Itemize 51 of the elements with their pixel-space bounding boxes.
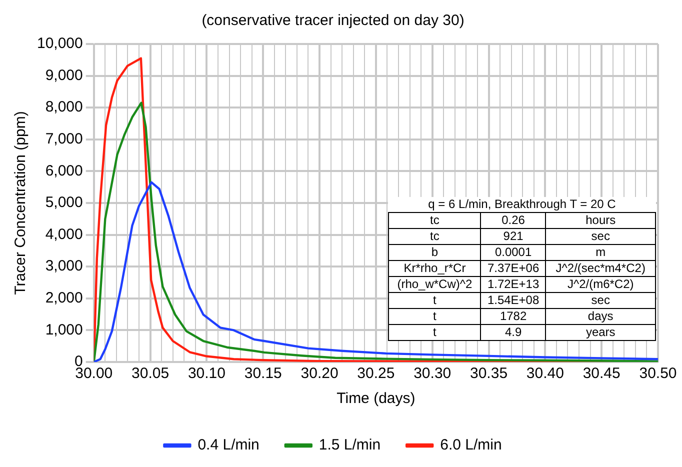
- annotation: 1.72E+13: [480, 276, 546, 292]
- x-tick-label: 30.15: [244, 365, 282, 382]
- annotation: (rho_w*Cw)^2: [388, 276, 481, 292]
- legend-label: 0.4 L/min: [198, 436, 260, 454]
- annotation: days: [546, 308, 656, 324]
- legend-label: 6.0 L/min: [440, 436, 502, 454]
- annotation: 921: [480, 228, 546, 244]
- annotation: t: [388, 324, 481, 340]
- annotation: q = 6 L/min, Breakthrough T = 20 C: [427, 197, 617, 212]
- y-tick-label: 1,000: [45, 321, 83, 338]
- annotation: tc: [388, 212, 481, 228]
- annotation: J^2/(sec*m4*C2): [546, 260, 656, 276]
- annotation: t: [388, 292, 481, 308]
- x-tick-label: 30.45: [582, 365, 620, 382]
- x-tick-label: 30.50: [639, 365, 677, 382]
- y-tick-label: 9,000: [45, 66, 83, 84]
- annotation: 0.26: [480, 212, 546, 228]
- annotation: J^2/(m6*C2): [546, 276, 656, 292]
- annotation: sec: [546, 228, 656, 244]
- x-tick-label: 30.35: [470, 365, 508, 382]
- y-tick-label: 2,000: [45, 290, 83, 307]
- y-tick-label: 3,000: [45, 258, 83, 275]
- legend-label: 1.5 L/min: [318, 436, 381, 454]
- annotation: sec: [546, 292, 656, 308]
- y-tick-label: 4,000: [45, 226, 83, 243]
- annotation: Kr*rho_r*Cr: [388, 260, 481, 276]
- y-axis-title: Tracer Concentration (ppm): [12, 111, 30, 295]
- y-tick-label: 10,000: [36, 35, 83, 52]
- chart-title: (conservative tracer injected on day 30): [202, 12, 464, 30]
- x-tick-label: 30.05: [132, 365, 170, 382]
- x-tick-label: 30.25: [357, 365, 395, 382]
- annotation: 4.9: [480, 324, 546, 340]
- y-tick-label: 6,000: [45, 162, 83, 180]
- x-axis-title: Time (days): [336, 390, 416, 408]
- y-tick-label: 7,000: [45, 130, 83, 148]
- y-tick-label: 5,000: [45, 194, 83, 212]
- annotation: hours: [546, 212, 656, 228]
- annotation: 7.37E+06: [480, 260, 546, 276]
- annotation: tc: [388, 228, 481, 244]
- annotation: 0.0001: [480, 244, 546, 260]
- annotation: m: [546, 244, 656, 260]
- annotation: t: [388, 308, 481, 324]
- x-tick-label: 30.20: [300, 365, 338, 382]
- x-tick-label: 30.30: [414, 365, 452, 382]
- x-tick-label: 30.40: [526, 365, 564, 382]
- annotation: 1.54E+08: [480, 292, 546, 308]
- annotation: b: [388, 244, 481, 260]
- annotation: years: [546, 324, 656, 340]
- y-tick-label: 8,000: [45, 98, 83, 116]
- x-tick-label: 30.10: [188, 365, 226, 382]
- annotation: 1782: [480, 308, 546, 324]
